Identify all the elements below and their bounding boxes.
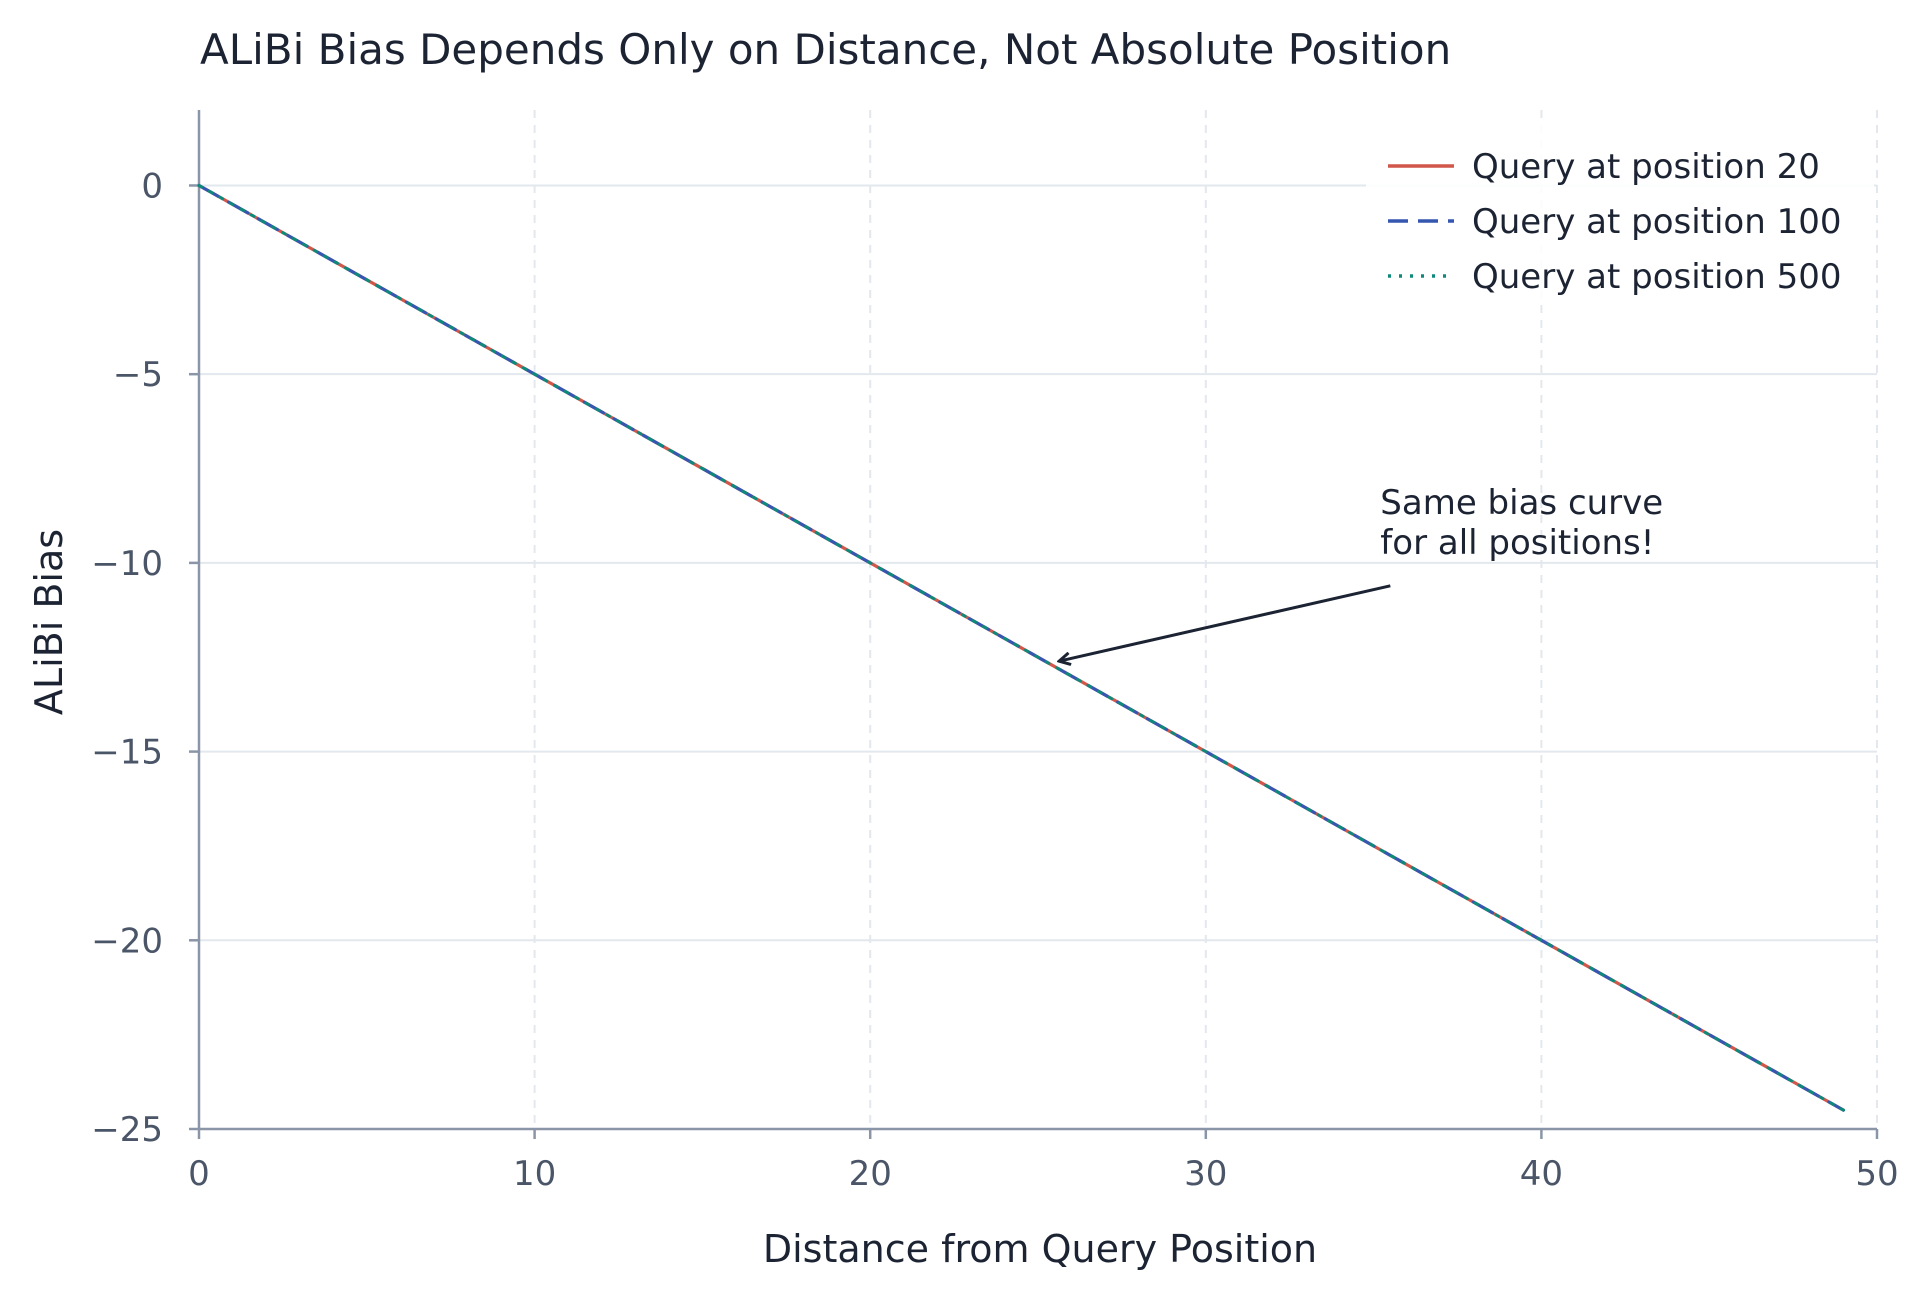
legend-label-1: Query at position 20 — [1472, 147, 1820, 187]
x-axis-label: Distance from Query Position — [763, 1227, 1317, 1271]
annotation-arrow — [1060, 584, 1391, 661]
x-tick-label: 50 — [1855, 1154, 1898, 1194]
y-tick-label: −25 — [91, 1110, 163, 1150]
x-tick-label: 0 — [188, 1154, 210, 1194]
annotation-text-line-1: Same bias curve — [1380, 483, 1663, 523]
x-tick-label: 40 — [1520, 1154, 1563, 1194]
x-tick-label: 20 — [849, 1154, 892, 1194]
legend-label-2: Query at position 100 — [1472, 202, 1841, 242]
annotation-text-line-2: for all positions! — [1380, 523, 1654, 563]
series-group — [197, 183, 1846, 1112]
y-tick-label: 0 — [141, 166, 163, 206]
chart-title: ALiBi Bias Depends Only on Distance, Not… — [200, 25, 1451, 74]
y-axis-label: ALiBi Bias — [27, 529, 71, 715]
axes: 0 10 20 30 40 50 0 −5 −10 −15 −20 −25 — [91, 110, 1899, 1194]
y-tick-label: −5 — [113, 355, 163, 395]
y-tick-label: −15 — [91, 733, 163, 773]
x-tick-label: 10 — [513, 1154, 556, 1194]
x-tick-label: 30 — [1184, 1154, 1227, 1194]
y-tick-label: −10 — [91, 544, 163, 584]
legend: Query at position 20 Query at position 10… — [1366, 122, 1874, 304]
legend-label-3: Query at position 500 — [1472, 257, 1841, 297]
legend-box — [1366, 122, 1874, 304]
y-tick-label: −20 — [91, 921, 163, 961]
series-line-3 — [197, 183, 1845, 1112]
